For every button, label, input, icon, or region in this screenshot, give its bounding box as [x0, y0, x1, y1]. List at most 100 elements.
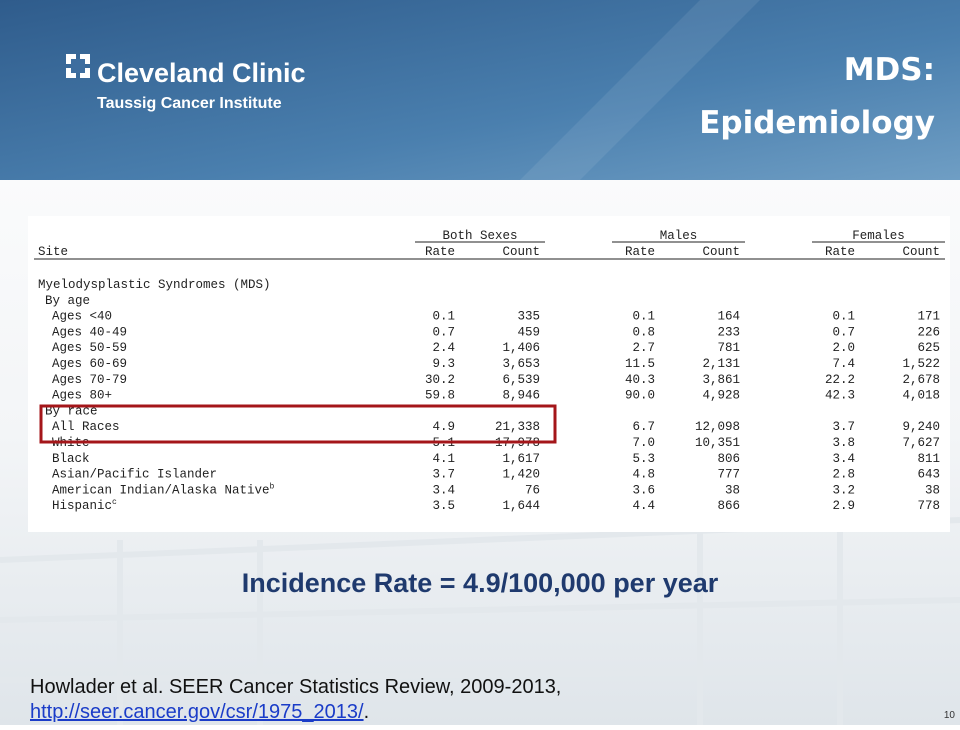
cell: 4.1 — [432, 452, 455, 466]
cell: 335 — [517, 310, 540, 324]
cell: 2.7 — [632, 341, 655, 355]
cell: 38 — [925, 483, 940, 497]
column-header: Rate — [425, 245, 455, 259]
cell: 0.1 — [832, 310, 855, 324]
label-text: Ages 80+ — [52, 389, 112, 403]
row-label: By age — [45, 294, 90, 308]
cell: 1,522 — [902, 357, 940, 371]
page-number: 10 — [944, 710, 956, 721]
row-label: Asian/Pacific Islander — [52, 468, 217, 482]
cell: 164 — [717, 310, 740, 324]
cell: 1,617 — [502, 452, 540, 466]
cell: 6,539 — [502, 373, 540, 387]
row-label: Ages 40-49 — [52, 325, 127, 339]
cell: 3.5 — [432, 499, 455, 513]
row-label: Ages 50-59 — [52, 341, 127, 355]
cell: 778 — [917, 499, 940, 513]
cell: 811 — [917, 452, 940, 466]
label-text: By age — [45, 294, 90, 308]
row-label: Ages 60-69 — [52, 357, 127, 371]
cell: 1,420 — [502, 468, 540, 482]
cell: 7,627 — [902, 436, 940, 450]
citation-line: http://seer.cancer.gov/csr/1975_2013/. — [30, 701, 369, 723]
cell: 3.7 — [832, 420, 855, 434]
row-label: Hispanicc — [52, 498, 117, 513]
cell: 4.9 — [432, 420, 455, 434]
cell: 0.1 — [432, 310, 455, 324]
row-label: American Indian/Alaska Nativeb — [52, 482, 275, 497]
cell: 22.2 — [825, 373, 855, 387]
row-label: Ages <40 — [52, 310, 112, 324]
header-stripe — [520, 0, 760, 180]
cell: 3.6 — [632, 483, 655, 497]
label-text: Myelodysplastic Syndromes (MDS) — [38, 278, 271, 292]
footnote-mark: b — [270, 482, 275, 491]
label-text: Ages 40-49 — [52, 325, 127, 339]
group-header: Both Sexes — [442, 229, 517, 243]
title: MDS: — [844, 52, 935, 88]
cell: 1,406 — [502, 341, 540, 355]
citation-link[interactable]: http://seer.cancer.gov/csr/1975_2013/ — [30, 701, 364, 723]
cell: 76 — [525, 483, 540, 497]
headline: Incidence Rate = 4.9/100,000 per year — [242, 568, 719, 598]
cell: 781 — [717, 341, 740, 355]
cell: 9,240 — [902, 420, 940, 434]
label-text: American Indian/Alaska Native — [52, 483, 270, 497]
cell: 233 — [717, 325, 740, 339]
cell: 90.0 — [625, 389, 655, 403]
citation-end: . — [364, 701, 370, 723]
cell: 59.8 — [425, 389, 455, 403]
cell: 40.3 — [625, 373, 655, 387]
row-label: Ages 70-79 — [52, 373, 127, 387]
cell: 38 — [725, 483, 740, 497]
cell: 3,653 — [502, 357, 540, 371]
cell: 866 — [717, 499, 740, 513]
cell: 5.3 — [632, 452, 655, 466]
column-header: Count — [702, 245, 740, 259]
cell: 8,946 — [502, 389, 540, 403]
cell: 3.4 — [832, 452, 855, 466]
cell: 2,678 — [902, 373, 940, 387]
cell: 21,338 — [495, 420, 540, 434]
cell: 4.4 — [632, 499, 655, 513]
row-label: Ages 80+ — [52, 389, 112, 403]
cell: 226 — [917, 325, 940, 339]
cell: 0.7 — [832, 325, 855, 339]
cell: 12,098 — [695, 420, 740, 434]
cell: 6.7 — [632, 420, 655, 434]
cell: 7.4 — [832, 357, 855, 371]
cell: 2.0 — [832, 341, 855, 355]
cell: 806 — [717, 452, 740, 466]
table-panel — [28, 216, 950, 532]
footnote-mark: c — [112, 498, 117, 507]
label-text: Black — [52, 452, 90, 466]
column-header: Rate — [825, 245, 855, 259]
cell: 10,351 — [695, 436, 740, 450]
cell: 0.7 — [432, 325, 455, 339]
column-header: Count — [902, 245, 940, 259]
cell: 9.3 — [432, 357, 455, 371]
label-text: All Races — [52, 420, 120, 434]
logo-icon — [66, 54, 90, 78]
row-label: Myelodysplastic Syndromes (MDS) — [38, 278, 271, 292]
cell: 2.9 — [832, 499, 855, 513]
label-text: Ages <40 — [52, 310, 112, 324]
cell: 7.0 — [632, 436, 655, 450]
cell: 4.8 — [632, 468, 655, 482]
label-text: Ages 50-59 — [52, 341, 127, 355]
highlight-box — [39, 404, 557, 444]
cell: 2,131 — [702, 357, 740, 371]
row-label: Black — [52, 452, 90, 466]
citation: Howlader et al. SEER Cancer Statistics R… — [30, 676, 561, 698]
label-text: Ages 60-69 — [52, 357, 127, 371]
group-header: Females — [852, 229, 905, 243]
cell: 0.1 — [632, 310, 655, 324]
cell: 4,018 — [902, 389, 940, 403]
label-text: Asian/Pacific Islander — [52, 468, 217, 482]
cell: 3.8 — [832, 436, 855, 450]
cell: 2.8 — [832, 468, 855, 482]
cell: 171 — [917, 310, 940, 324]
cell: 11.5 — [625, 357, 655, 371]
cell: 3,861 — [702, 373, 740, 387]
